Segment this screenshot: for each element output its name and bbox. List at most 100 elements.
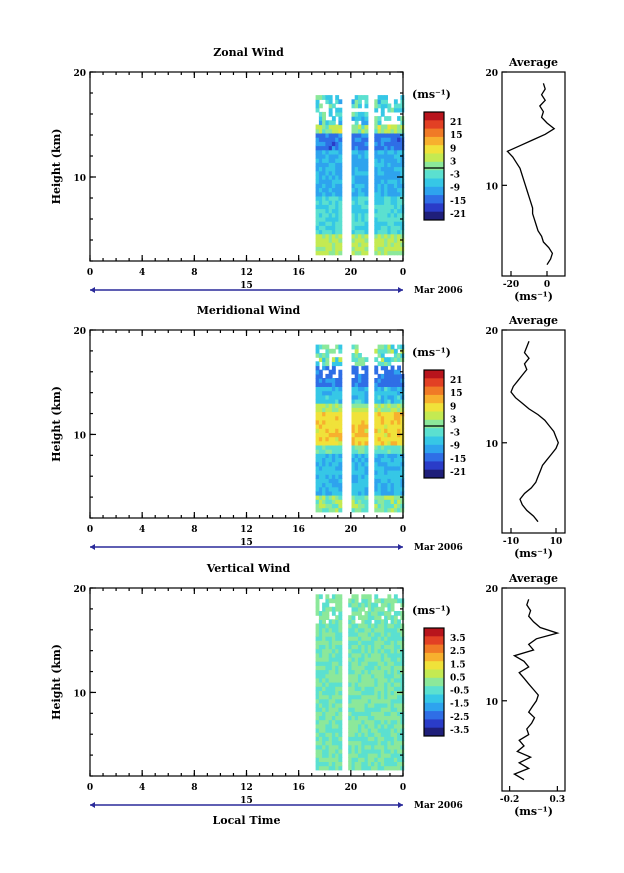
heatmap-cell [400,661,405,666]
heatmap-cell [318,95,323,100]
heatmap-cell [338,116,343,121]
heatmap-cell [338,348,343,354]
heatmap-cell [335,453,340,458]
heatmap-cell [374,682,379,687]
heatmap-cell [367,669,372,675]
heatmap-cell [328,715,333,721]
heatmap-cell [358,615,362,620]
heatmap-cell [387,411,392,417]
heatmap-cell [387,137,392,142]
heatmap-cell [361,686,366,691]
heatmap-cell [390,619,395,625]
heatmap-cell [331,237,336,243]
heatmap-cell [380,682,385,687]
heatmap-cell [393,187,398,193]
heatmap-cell [367,640,372,645]
heatmap-cell [364,652,369,658]
heatmap-cell [393,208,398,214]
heatmap-cell [390,407,395,413]
heatmap-cell [361,640,366,645]
heatmap-cell [361,623,366,629]
heatmap-cell [361,382,366,387]
heatmap-cell [380,242,385,247]
heatmap-cell [348,686,353,691]
heatmap-cell [338,394,343,400]
heatmap-cell [367,611,372,616]
heatmap-cells [315,344,405,513]
heatmap-cell [318,457,323,463]
heatmap-cell [322,419,326,425]
heatmap-cell [335,686,340,691]
heatmap-cell [338,715,343,721]
heatmap-cell [393,690,398,696]
heatmap-cell [397,116,401,121]
heatmap-cell [361,386,366,392]
heatmap-cell [393,166,398,172]
heatmap-cell [393,174,398,180]
heatmap-cell [331,461,336,467]
heatmap-cell [377,631,382,637]
profile-x-tick-label: -0.2 [500,795,519,805]
heatmap-cell [325,373,330,379]
heatmap-cell [351,486,356,492]
heatmap-cell [354,736,359,742]
heatmap-cell [354,728,359,733]
heatmap-cell [354,631,359,637]
heatmap-cell [361,723,366,729]
heatmap-cell [397,237,401,243]
heatmap-cell [361,120,366,126]
heatmap-cell [351,753,356,758]
heatmap-cell [358,428,362,433]
heatmap-cell [322,225,326,231]
heatmap-cell [393,216,398,222]
heatmap-cell [328,158,333,163]
heatmap-cell [377,204,382,210]
heatmap-cell [374,225,379,231]
heatmap-cell [374,648,379,654]
heatmap-cell [322,457,326,463]
heatmap-cell [374,216,379,222]
heatmap-cell [348,719,353,725]
heatmap-cell [358,444,362,450]
heatmap-cell [322,444,326,450]
heatmap-cell [325,503,330,509]
heatmap-cell [318,233,323,239]
heatmap-cell [325,124,330,130]
heatmap-cell [380,432,385,438]
x-tick-label: 4 [139,268,145,278]
heatmap-cell [354,682,359,687]
heatmap-cell [387,348,392,354]
heatmap-cell [328,644,333,650]
heatmap-cell [384,162,388,168]
heatmap-cell [322,357,326,362]
heatmap-cell [354,195,359,201]
heatmap-cell [325,200,330,205]
heatmap-cell [325,698,330,704]
heatmap-cell [338,640,343,645]
heatmap-cell [322,166,326,172]
heatmap-cell [367,677,372,683]
heatmap-cell [354,378,359,383]
colorbar-segment [424,411,444,421]
heatmap-cell [354,715,359,721]
heatmap-cell [322,606,326,612]
heatmap-cell [358,474,362,479]
heatmap-cell [315,748,320,754]
heatmap-cell [331,444,336,450]
heatmap-cell [364,233,369,239]
heatmap-cell [397,153,401,159]
heatmap-cell [338,465,343,471]
heatmap-cell [328,461,333,467]
date-bar-arrow-right [398,287,403,293]
heatmap-cell [325,204,330,210]
heatmap-cell [377,419,382,425]
heatmap-cell [380,195,385,201]
heatmap-cell [338,132,343,138]
heatmap-cell [351,640,356,645]
heatmap-cell [393,677,398,683]
heatmap-cell [354,686,359,691]
heatmap-cell [351,615,356,620]
heatmap-cell [364,482,369,488]
heatmap-cell [397,216,401,222]
heatmap-cell [380,652,385,658]
